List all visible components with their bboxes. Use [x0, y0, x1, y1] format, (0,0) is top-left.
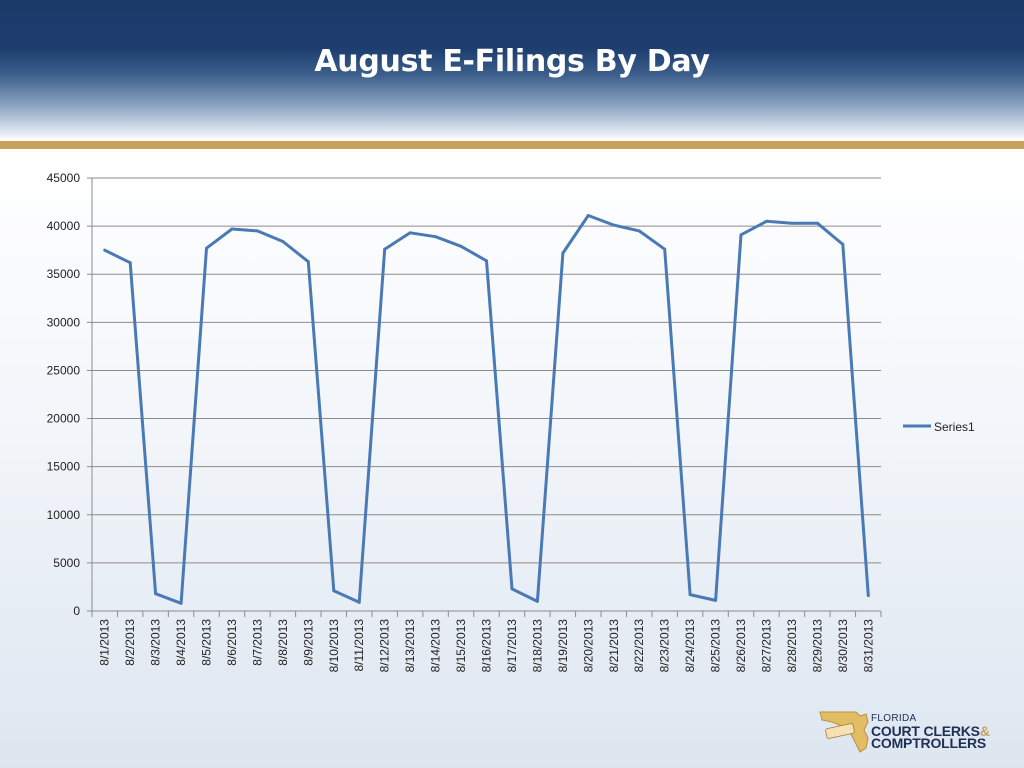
- data-point: [510, 587, 514, 591]
- data-point: [281, 240, 285, 244]
- x-tick-label: 8/15/2013: [454, 619, 468, 673]
- x-tick-label: 8/23/2013: [658, 619, 672, 673]
- x-tick-label: 8/11/2013: [352, 619, 366, 672]
- x-tick-label: 8/12/2013: [378, 619, 392, 673]
- y-tick-label: 35000: [47, 267, 81, 281]
- y-tick-label: 0: [73, 604, 80, 618]
- legend-label: Series1: [934, 420, 975, 434]
- x-tick-label: 8/31/2013: [861, 619, 875, 673]
- x-tick-label: 8/25/2013: [709, 619, 723, 673]
- data-point: [535, 599, 539, 603]
- data-point: [306, 260, 310, 264]
- x-tick-label: 8/7/2013: [250, 619, 264, 666]
- data-point: [764, 219, 768, 223]
- data-point: [637, 229, 641, 233]
- x-tick-label: 8/6/2013: [225, 619, 239, 666]
- line-chart: 0 5000 10000 15000 20000 25000 30000 35000 40000…: [47, 171, 975, 673]
- x-tick-label: 8/2/2013: [123, 619, 137, 666]
- x-tick-label: 8/9/2013: [301, 619, 315, 666]
- x-tick-label: 8/14/2013: [429, 619, 443, 673]
- data-point: [408, 231, 412, 235]
- data-point: [815, 221, 819, 225]
- x-tick-label: 8/13/2013: [403, 619, 417, 673]
- logo-line-2: COMPTROLLERS: [871, 735, 987, 751]
- data-point: [205, 246, 209, 250]
- page-title: August E-Filings By Day: [314, 44, 710, 79]
- y-tick-label: 10000: [47, 508, 81, 522]
- data-point: [383, 247, 387, 251]
- data-point: [739, 233, 743, 237]
- data-point: [663, 247, 667, 251]
- y-tick-label: 15000: [47, 460, 81, 474]
- data-point: [612, 223, 616, 227]
- x-tick-label: 8/10/2013: [327, 619, 341, 673]
- x-tick-label: 8/27/2013: [759, 619, 773, 673]
- data-point: [332, 589, 336, 593]
- data-point: [103, 248, 107, 252]
- x-tick-label: 8/28/2013: [785, 619, 799, 673]
- x-tick-label: 8/21/2013: [607, 619, 621, 673]
- y-tick-label: 40000: [47, 219, 81, 233]
- logo-state-text: FLORIDA: [871, 713, 917, 724]
- data-point: [128, 261, 132, 265]
- title-banner: August E-Filings By Day: [0, 0, 1024, 140]
- data-point: [255, 229, 259, 233]
- series-layer: [103, 214, 870, 605]
- data-point: [790, 221, 794, 225]
- x-tick-label: 8/16/2013: [480, 619, 494, 673]
- data-point: [434, 235, 438, 239]
- x-tick-label: 8/24/2013: [683, 619, 697, 673]
- y-tick-label: 5000: [53, 556, 80, 570]
- data-point: [459, 244, 463, 248]
- data-point: [841, 242, 845, 246]
- x-tick-label: 8/19/2013: [556, 619, 570, 673]
- legend: Series1: [903, 420, 975, 434]
- axes: [91, 178, 881, 612]
- data-point: [688, 593, 692, 597]
- y-axis-ticks: 0 5000 10000 15000 20000 25000 30000 35000 40000…: [47, 171, 92, 618]
- x-tick-label: 8/30/2013: [836, 619, 850, 673]
- logo-line-1: COURT CLERKS&: [871, 723, 990, 739]
- series-line: [104, 214, 870, 605]
- x-tick-label: 8/22/2013: [632, 619, 646, 673]
- data-point: [179, 601, 183, 605]
- data-point: [154, 592, 158, 596]
- data-point: [485, 259, 488, 263]
- data-point: [357, 600, 361, 604]
- data-point: [714, 598, 718, 602]
- gold-divider: [0, 141, 1024, 149]
- data-point: [561, 251, 565, 255]
- x-tick-label: 8/18/2013: [530, 619, 544, 673]
- x-tick-label: 8/5/2013: [200, 619, 214, 666]
- florida-map-logo-icon: [819, 711, 869, 753]
- x-tick-label: 8/4/2013: [174, 619, 188, 666]
- data-point: [230, 227, 234, 231]
- x-tick-label: 8/26/2013: [734, 619, 748, 673]
- data-point: [586, 214, 590, 218]
- gridlines: [92, 177, 881, 564]
- y-tick-label: 20000: [47, 412, 81, 426]
- x-tick-label: 8/1/2013: [98, 619, 112, 666]
- y-tick-label: 25000: [47, 363, 81, 377]
- x-axis-ticks: 8/1/2013 8/2/2013 8/3/2013 8/4/2013 8/5/2013…: [91, 611, 882, 673]
- x-tick-label: 8/29/2013: [810, 619, 824, 673]
- data-point: [866, 594, 870, 598]
- y-tick-label: 30000: [47, 315, 81, 329]
- x-tick-label: 8/17/2013: [505, 619, 519, 673]
- y-tick-label: 45000: [47, 171, 81, 185]
- x-tick-label: 8/8/2013: [276, 619, 290, 666]
- x-tick-label: 8/3/2013: [149, 619, 163, 666]
- x-tick-label: 8/20/2013: [581, 619, 595, 673]
